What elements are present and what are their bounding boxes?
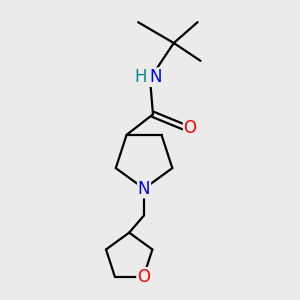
- Text: N: N: [138, 180, 150, 198]
- Text: H: H: [134, 68, 147, 86]
- Text: O: O: [137, 268, 150, 286]
- Text: N: N: [149, 68, 162, 86]
- Text: O: O: [184, 119, 196, 137]
